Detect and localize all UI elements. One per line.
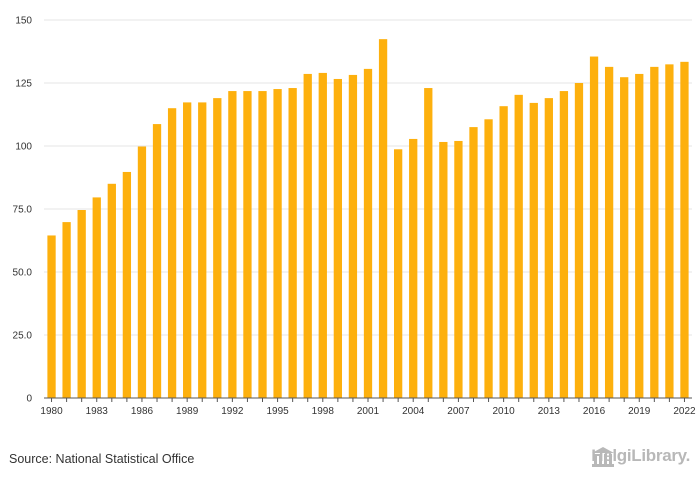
- y-tick-label: 0: [26, 394, 32, 405]
- bar-2019[interactable]: [635, 73, 644, 398]
- source-note: Source: National Statistical Office: [9, 452, 195, 466]
- x-tick-label: 2010: [493, 406, 516, 417]
- y-tick-label: 50.0: [13, 268, 33, 279]
- bar-1994[interactable]: [258, 91, 267, 399]
- bar-2010[interactable]: [499, 106, 508, 399]
- bar-2016[interactable]: [589, 56, 599, 398]
- bar-2021[interactable]: [665, 64, 674, 399]
- x-tick-label: 2019: [628, 406, 651, 417]
- bar-1996[interactable]: [288, 88, 297, 398]
- bar-2005[interactable]: [424, 88, 433, 398]
- bar-2012[interactable]: [529, 102, 538, 399]
- footer: Source: National Statistical Office Helg…: [0, 440, 700, 483]
- x-tick-label: 2004: [402, 406, 425, 417]
- bar-2000[interactable]: [348, 74, 358, 398]
- library-building-icon: [592, 447, 615, 467]
- bar-1997[interactable]: [303, 73, 312, 398]
- x-tick-label: 1995: [266, 406, 289, 417]
- bar-1992[interactable]: [228, 91, 237, 399]
- bar-2013[interactable]: [544, 98, 553, 399]
- bar-2006[interactable]: [439, 141, 448, 398]
- bar-2002[interactable]: [378, 39, 388, 398]
- bar-2008[interactable]: [469, 127, 478, 398]
- x-tick-label: 1986: [131, 406, 154, 417]
- x-tick-label: 2007: [447, 406, 470, 417]
- bar-1991[interactable]: [213, 98, 222, 399]
- y-tick-label: 25.0: [13, 331, 33, 342]
- x-tick-label: 1998: [312, 406, 335, 417]
- bar-1980[interactable]: [47, 235, 56, 398]
- y-tick-label: 100: [15, 142, 32, 153]
- bar-1990[interactable]: [198, 102, 207, 399]
- bar-1989[interactable]: [183, 102, 192, 399]
- x-tick-label: 2013: [538, 406, 561, 417]
- bar-1982[interactable]: [77, 210, 86, 398]
- x-tick-label: 1992: [221, 406, 244, 417]
- y-tick-label: 75.0: [13, 205, 33, 216]
- bar-1993[interactable]: [243, 91, 252, 399]
- bar-1985[interactable]: [122, 171, 132, 398]
- axes: 0 25.0 50.0 75.0 100 125 150 1980 1983 1986 1989 19…: [13, 16, 696, 418]
- bar-2020[interactable]: [650, 66, 659, 398]
- x-tick-label: 1983: [86, 406, 109, 417]
- bar-2017[interactable]: [604, 66, 614, 398]
- y-tick-label: 125: [15, 79, 32, 90]
- x-tick-label: 2001: [357, 406, 380, 417]
- y-tick-label: 150: [15, 16, 32, 27]
- x-tick-label: 1989: [176, 406, 199, 417]
- bar-2014[interactable]: [559, 91, 569, 399]
- brand-name: HelgiLibrary.: [591, 446, 690, 465]
- bar-1999[interactable]: [333, 78, 343, 398]
- bar-2001[interactable]: [363, 68, 373, 398]
- x-tick-label: 1980: [40, 406, 63, 417]
- bar-2003[interactable]: [393, 149, 403, 398]
- x-tick-label: 2016: [583, 406, 606, 417]
- bar-2009[interactable]: [484, 119, 493, 399]
- bar-1998[interactable]: [318, 72, 327, 399]
- bar-1981[interactable]: [62, 222, 71, 398]
- bar-2022[interactable]: [680, 61, 689, 398]
- bar-1988[interactable]: [167, 108, 177, 398]
- bar-2018[interactable]: [620, 77, 629, 398]
- bar-1995[interactable]: [273, 89, 282, 398]
- bar-2011[interactable]: [514, 94, 523, 399]
- bars: [47, 39, 689, 399]
- helgi-library-logo[interactable]: HelgiLibrary.: [591, 446, 690, 467]
- bar-1986[interactable]: [137, 146, 147, 398]
- bar-2015[interactable]: [574, 83, 584, 398]
- bar-1987[interactable]: [152, 124, 162, 399]
- bar-chart: 0 25.0 50.0 75.0 100 125 150 1980 1983 1986 1989 19…: [13, 16, 696, 418]
- bar-1984[interactable]: [107, 183, 116, 398]
- bar-2004[interactable]: [409, 138, 418, 398]
- x-tick-label: 2022: [673, 406, 696, 417]
- bar-2007[interactable]: [454, 140, 463, 398]
- bar-1983[interactable]: [92, 197, 101, 398]
